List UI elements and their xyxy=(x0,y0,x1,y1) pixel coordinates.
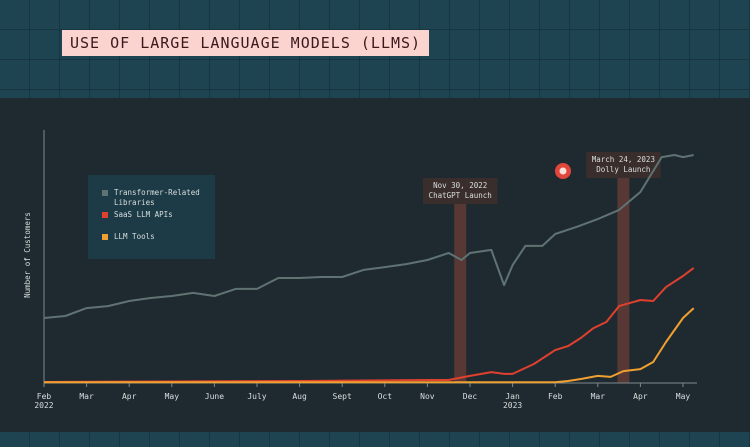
legend-box xyxy=(88,175,215,259)
annotation-bar xyxy=(454,202,467,383)
legend-swatch xyxy=(102,234,108,240)
y-axis-label: Number of Customers xyxy=(23,212,32,298)
legend-label-line: Libraries xyxy=(114,198,155,207)
annotation-text: Dolly Launch xyxy=(596,165,650,174)
line xyxy=(43,267,695,383)
x-tick-label: Mar xyxy=(79,392,94,401)
x-tick-label: Feb 2022 xyxy=(34,392,54,410)
x-tick-label: May xyxy=(675,392,691,401)
annotation-box xyxy=(586,152,661,178)
x-tick-label: Sept xyxy=(332,392,352,401)
line xyxy=(44,307,695,384)
annotation-text: ChatGPT Launch xyxy=(429,191,492,200)
x-tick-label: Mar xyxy=(590,392,606,401)
annotation-text: March 24, 2023 xyxy=(592,155,655,164)
annotation-text: Nov 30, 2022 xyxy=(433,181,487,190)
legend-label-line: Transformer-Related xyxy=(114,188,200,197)
x-tick-label: May xyxy=(164,392,180,401)
x-tick-label: July xyxy=(247,392,267,401)
x-tick-label: Nov xyxy=(420,392,435,401)
x-tick-label: Oct xyxy=(377,392,393,401)
dolly-icon-center xyxy=(559,167,567,175)
line xyxy=(43,154,694,319)
legend-label: SaaS LLM APIs xyxy=(114,210,173,219)
legend-swatch xyxy=(102,190,108,196)
legend-label: Transformer-Related Libraries xyxy=(114,188,200,207)
legend-swatch xyxy=(102,212,108,218)
annotation-box xyxy=(423,178,498,204)
x-tick-label: June xyxy=(204,392,225,401)
x-tick-label: Feb xyxy=(547,392,563,401)
x-tick-label: Aug xyxy=(292,392,307,401)
annotation-bar xyxy=(617,176,630,383)
chart-title: USE OF LARGE LANGUAGE MODELS (LLMS) xyxy=(62,30,430,56)
legend-label: LLM Tools xyxy=(114,232,155,241)
x-tick-label: Apr xyxy=(121,392,137,401)
x-tick-label: Dec xyxy=(462,392,478,401)
footer-background xyxy=(0,432,750,447)
x-tick-label: Apr xyxy=(633,392,648,401)
x-tick-label: Jan 2023 xyxy=(502,392,523,410)
